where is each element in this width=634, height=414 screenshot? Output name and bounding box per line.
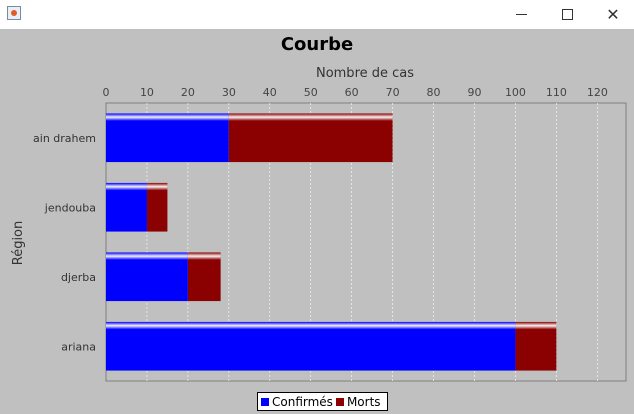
x-tick-label: 80: [427, 86, 441, 99]
legend-label-morts: Morts: [346, 394, 381, 409]
chart: Courbe Nombre de cas Région 0 10 20 30 40 50 6…: [11, 34, 627, 382]
y-tick-labels: ain drahem jendouba djerba ariana: [33, 132, 96, 354]
bar-gloss: [106, 182, 147, 194]
x-tick-label: 10: [140, 86, 154, 99]
x-tick-label: 40: [263, 86, 277, 99]
y-tick-label: jendouba: [44, 201, 96, 214]
x-tick-label: 110: [546, 86, 567, 99]
x-axis-label: Nombre de cas: [316, 66, 414, 81]
y-axis-label: Région: [11, 221, 26, 266]
y-tick-label: ariana: [61, 340, 96, 353]
chart-title: Courbe: [281, 34, 353, 55]
legend-label-confirmes: Confirmés: [272, 394, 333, 409]
x-tick-label: 50: [304, 86, 318, 99]
legend: Confirmés Morts: [257, 392, 388, 411]
minimize-icon: [515, 14, 527, 15]
x-tick-label: 120: [587, 86, 608, 99]
bar-gloss: [515, 321, 557, 333]
x-tick-label: 20: [181, 86, 195, 99]
y-tick-label: djerba: [61, 271, 96, 284]
x-tick-label: 100: [505, 86, 526, 99]
maximize-icon: [561, 9, 573, 20]
bar-morts: [146, 182, 168, 232]
bars: [106, 113, 557, 371]
java-icon: [7, 6, 21, 20]
x-tick-label: 70: [386, 86, 400, 99]
legend-swatch-confirmes: [261, 397, 269, 406]
close-button[interactable]: ✕: [590, 0, 634, 29]
bar-gloss: [228, 113, 393, 125]
bar-gloss: [106, 252, 188, 264]
x-tick-label: 0: [103, 86, 110, 99]
y-tick-label: ain drahem: [33, 132, 96, 145]
x-tick-label: 90: [468, 86, 482, 99]
x-tick-label: 30: [222, 86, 236, 99]
close-icon: ✕: [606, 5, 620, 24]
legend-item-morts: Morts: [335, 394, 381, 409]
bar-gloss: [106, 113, 229, 125]
x-tick-labels: 0 10 20 30 40 50 60 70 80 90 100 110 120: [103, 86, 608, 99]
window-titlebar: ✕: [0, 0, 634, 29]
minimize-button[interactable]: [498, 0, 544, 29]
bar-gloss: [187, 252, 221, 264]
bar-gloss: [106, 321, 516, 333]
maximize-button[interactable]: [544, 0, 590, 29]
x-tick-label: 60: [345, 86, 359, 99]
bar-gloss: [146, 182, 168, 194]
legend-swatch-morts: [335, 397, 344, 406]
legend-item-confirmes: Confirmés: [261, 395, 333, 409]
